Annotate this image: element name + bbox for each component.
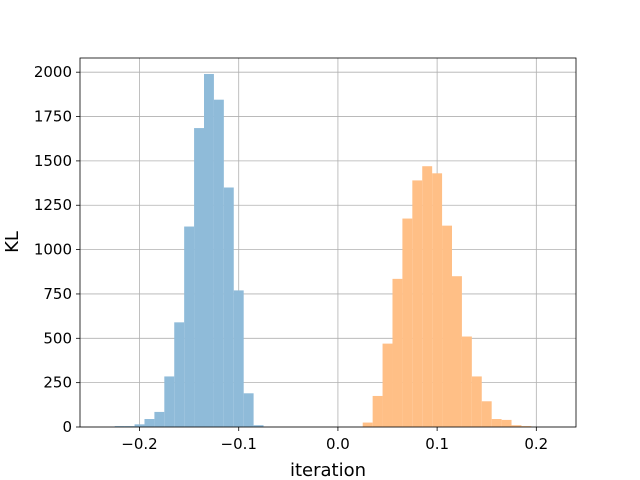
x-tick-label: −0.2	[121, 435, 157, 453]
histogram-bar	[382, 343, 393, 427]
histogram-bar	[243, 393, 254, 427]
x-tick-label: 0.2	[524, 435, 548, 453]
histogram-bar	[432, 173, 443, 427]
histogram-bar	[402, 218, 413, 427]
y-tick-label: 1250	[34, 196, 72, 214]
histogram-bar	[233, 290, 244, 427]
histogram-bar	[144, 419, 155, 427]
histogram-bar	[114, 426, 125, 427]
histogram-bar	[461, 336, 472, 427]
plot-frame	[79, 57, 577, 428]
y-tick-label: 250	[43, 374, 72, 392]
histogram-bar	[442, 225, 452, 427]
y-axis-label: KL	[2, 231, 23, 253]
histogram-bar	[194, 128, 204, 427]
histogram-bar	[521, 426, 532, 427]
y-axis-ticks: 0 250 500 750 1000 1250 1500 1750 2000	[34, 63, 80, 436]
histogram-bar	[134, 424, 145, 427]
histogram-bar	[471, 376, 482, 427]
y-tick-label: 1750	[34, 108, 72, 126]
y-tick-label: 500	[43, 329, 72, 347]
histogram-bar	[154, 411, 165, 427]
x-tick-label: −0.1	[221, 435, 257, 453]
x-axis-label: iteration	[290, 460, 366, 480]
histogram-bar	[372, 395, 383, 427]
histogram-bar	[223, 187, 234, 427]
y-tick-label: 750	[43, 285, 72, 303]
y-tick-label: 0	[62, 418, 72, 436]
histogram-bar	[213, 99, 224, 427]
histogram-bar	[511, 425, 522, 427]
x-tick-label: 0.0	[326, 435, 350, 453]
histogram-bar	[184, 226, 195, 427]
x-tick-label: 0.1	[425, 435, 449, 453]
bars	[114, 73, 532, 428]
histogram-bar	[501, 419, 512, 427]
x-axis-ticks: −0.2 −0.1 0.0 0.1 0.2	[121, 427, 548, 453]
histogram-bar	[491, 419, 502, 427]
y-tick-label: 1500	[34, 152, 72, 170]
y-tick-label: 2000	[34, 63, 72, 81]
histogram-bar	[412, 180, 423, 427]
histogram-bar	[422, 166, 433, 427]
histogram-bar	[362, 422, 373, 427]
histogram-bar	[164, 376, 175, 427]
histogram-bar	[392, 278, 403, 427]
histogram-bar	[253, 425, 264, 427]
histogram-bar	[481, 401, 492, 427]
histogram-bar	[124, 426, 135, 427]
histogram-bar	[204, 73, 214, 428]
histogram-bar	[174, 322, 185, 427]
histogram-bar	[452, 276, 462, 427]
grid	[80, 58, 576, 428]
y-tick-label: 1000	[34, 241, 72, 259]
